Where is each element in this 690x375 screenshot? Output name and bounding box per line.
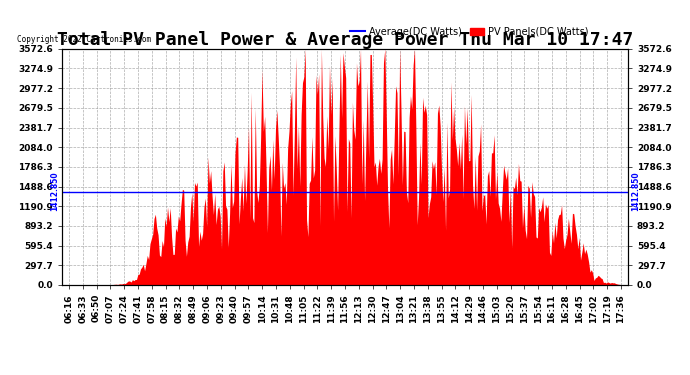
Title: Total PV Panel Power & Average Power Thu Mar 10 17:47: Total PV Panel Power & Average Power Thu… [57, 31, 633, 49]
Text: Copyright 2022 Cartronics.com: Copyright 2022 Cartronics.com [17, 34, 151, 44]
Text: 1412.850: 1412.850 [50, 172, 59, 211]
Text: 1412.850: 1412.850 [631, 172, 640, 211]
Legend: Average(DC Watts), PV Panels(DC Watts): Average(DC Watts), PV Panels(DC Watts) [346, 23, 593, 40]
